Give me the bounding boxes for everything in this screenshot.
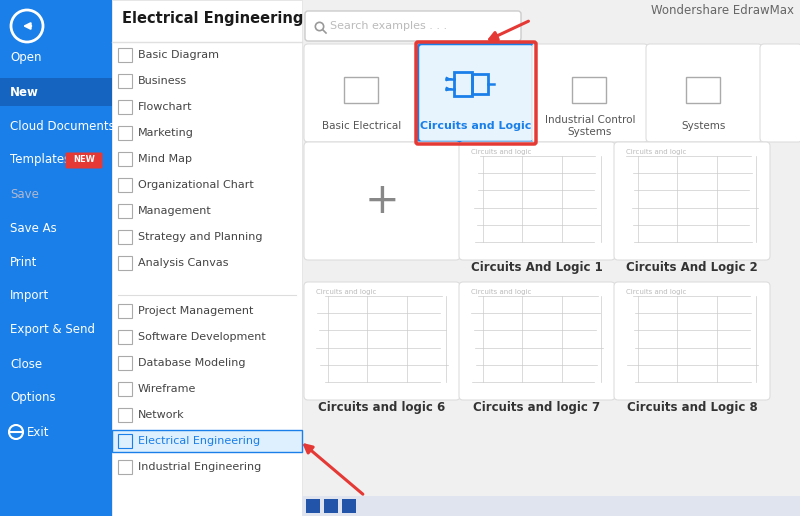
FancyBboxPatch shape: [306, 499, 320, 513]
Text: Mind Map: Mind Map: [138, 154, 192, 164]
Text: Basic Electrical: Basic Electrical: [322, 121, 402, 131]
Text: Close: Close: [10, 358, 42, 370]
Text: Cloud Documents: Cloud Documents: [10, 120, 114, 133]
Text: Options: Options: [10, 392, 56, 405]
Text: Circuits and logic 6: Circuits and logic 6: [318, 400, 446, 413]
FancyBboxPatch shape: [342, 499, 356, 513]
Text: Organizational Chart: Organizational Chart: [138, 180, 254, 190]
Text: Save: Save: [10, 187, 39, 201]
Text: Circuits and logic: Circuits and logic: [316, 289, 376, 295]
Text: Circuits and Logic 8: Circuits and Logic 8: [626, 400, 758, 413]
Text: Open: Open: [10, 52, 42, 64]
FancyBboxPatch shape: [646, 44, 762, 142]
Text: Circuits and logic: Circuits and logic: [471, 149, 531, 155]
FancyBboxPatch shape: [0, 0, 112, 516]
FancyBboxPatch shape: [614, 142, 770, 260]
Text: Search examples . . .: Search examples . . .: [330, 21, 447, 31]
Text: Management: Management: [138, 206, 212, 216]
FancyBboxPatch shape: [418, 44, 534, 142]
FancyBboxPatch shape: [614, 282, 770, 400]
Text: +: +: [365, 180, 399, 222]
FancyBboxPatch shape: [112, 430, 302, 452]
Text: Circuits and logic: Circuits and logic: [626, 289, 686, 295]
Text: NEW: NEW: [73, 155, 95, 165]
Text: Basic Diagram: Basic Diagram: [138, 50, 219, 60]
FancyBboxPatch shape: [302, 496, 800, 516]
Text: Wondershare EdrawMax: Wondershare EdrawMax: [651, 4, 794, 17]
Text: Circuits and logic: Circuits and logic: [471, 289, 531, 295]
Text: Database Modeling: Database Modeling: [138, 358, 246, 368]
Text: Circuits And Logic 1: Circuits And Logic 1: [471, 261, 603, 273]
Text: Circuits and logic 7: Circuits and logic 7: [474, 400, 601, 413]
Text: Analysis Canvas: Analysis Canvas: [138, 258, 229, 268]
Text: Industrial Control
Systems: Industrial Control Systems: [545, 115, 635, 137]
Text: Electrical Engineering: Electrical Engineering: [138, 436, 260, 446]
FancyBboxPatch shape: [112, 0, 302, 516]
Text: Export & Send: Export & Send: [10, 324, 95, 336]
FancyBboxPatch shape: [304, 44, 420, 142]
FancyBboxPatch shape: [532, 44, 648, 142]
FancyBboxPatch shape: [304, 142, 460, 260]
Text: Templates: Templates: [10, 153, 70, 167]
FancyBboxPatch shape: [66, 153, 102, 169]
Text: Import: Import: [10, 289, 50, 302]
FancyBboxPatch shape: [0, 78, 112, 106]
Text: Circuits And Logic 2: Circuits And Logic 2: [626, 261, 758, 273]
FancyBboxPatch shape: [324, 499, 338, 513]
Text: Business: Business: [138, 76, 187, 86]
Text: Strategy and Planning: Strategy and Planning: [138, 232, 262, 242]
Text: Print: Print: [10, 255, 38, 268]
Text: Industrial Engineering: Industrial Engineering: [138, 462, 262, 472]
FancyBboxPatch shape: [459, 282, 615, 400]
Text: Project Management: Project Management: [138, 306, 254, 316]
Text: Flowchart: Flowchart: [138, 102, 193, 112]
Text: Marketing: Marketing: [138, 128, 194, 138]
Text: Software Development: Software Development: [138, 332, 266, 342]
FancyBboxPatch shape: [459, 142, 615, 260]
FancyBboxPatch shape: [305, 11, 521, 41]
Text: Network: Network: [138, 410, 185, 420]
Text: Circuits and logic: Circuits and logic: [626, 149, 686, 155]
FancyBboxPatch shape: [304, 282, 460, 400]
Text: Exit: Exit: [27, 426, 50, 439]
Text: Electrical Engineering: Electrical Engineering: [122, 10, 303, 25]
Text: New: New: [10, 86, 39, 99]
Text: Save As: Save As: [10, 221, 57, 234]
Text: Systems: Systems: [682, 121, 726, 131]
FancyBboxPatch shape: [760, 44, 800, 142]
Text: Wireframe: Wireframe: [138, 384, 196, 394]
Text: Circuits and Logic: Circuits and Logic: [420, 121, 532, 131]
